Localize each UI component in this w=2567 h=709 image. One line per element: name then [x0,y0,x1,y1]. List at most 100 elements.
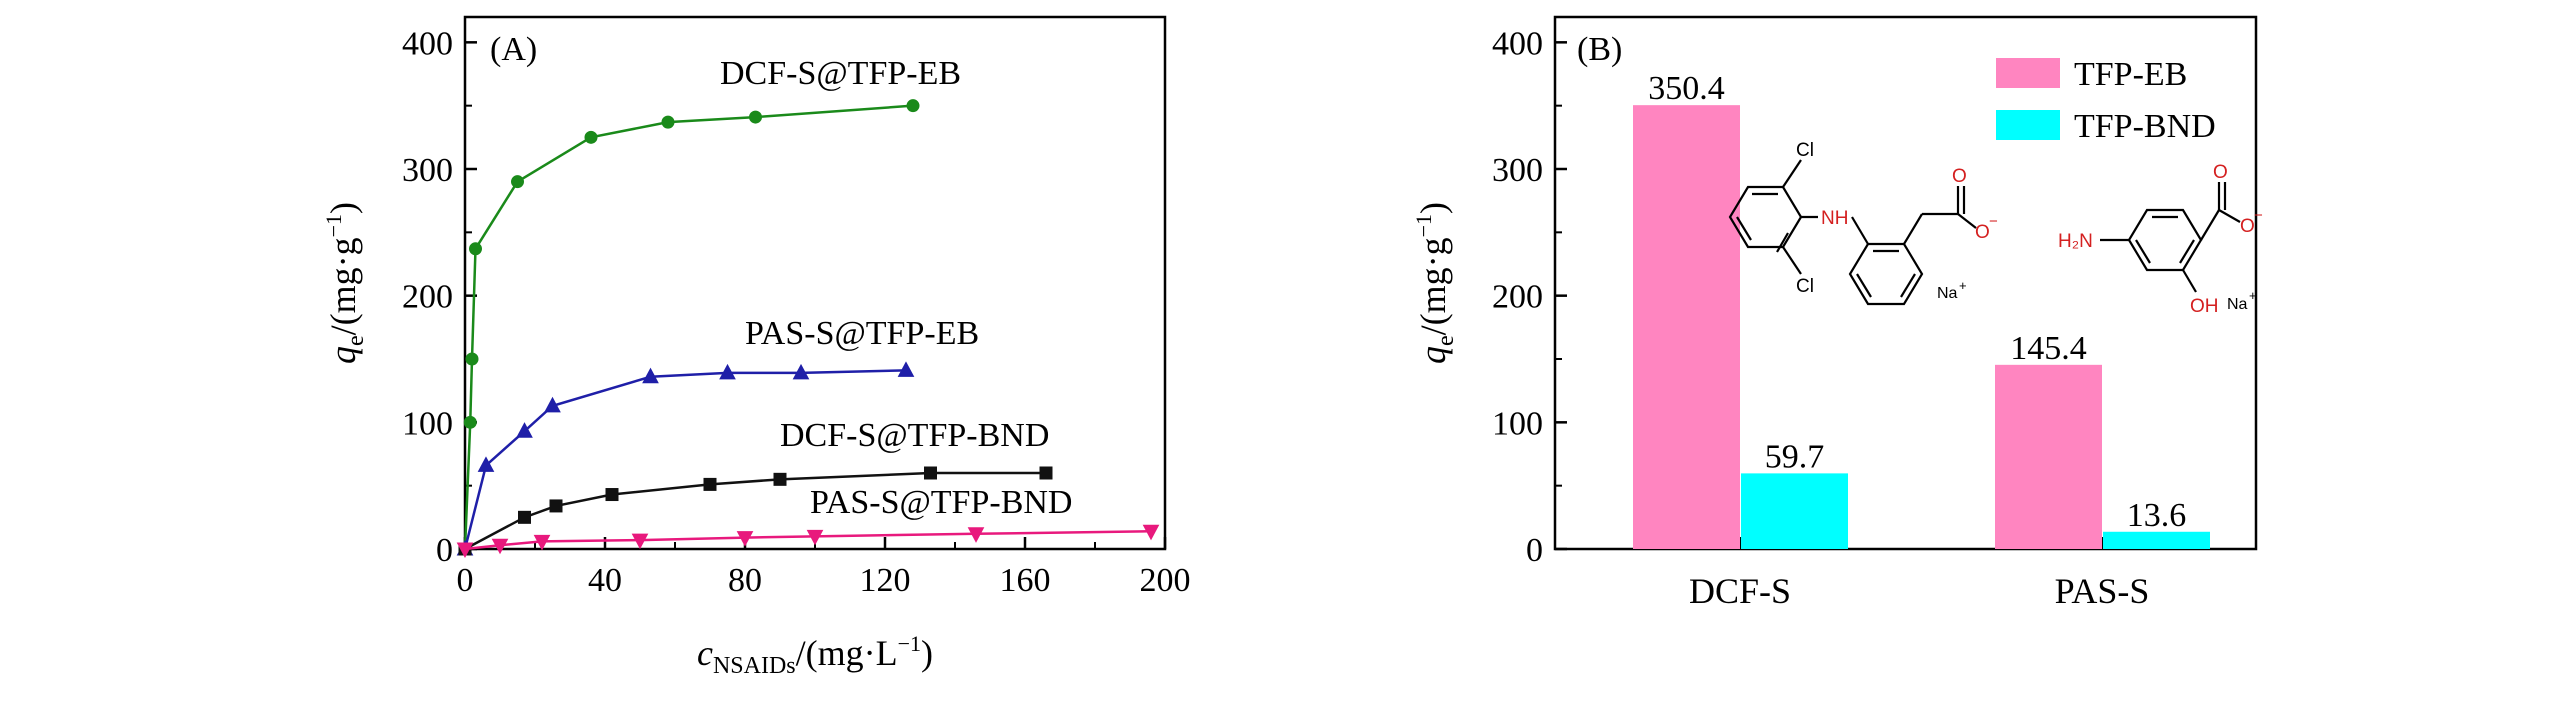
data-point-pas-s-tfp-bnd [533,534,551,551]
dcf-ring-right [1848,242,1924,306]
data-point-pas-s-tfp-eb [516,422,533,438]
dcf-ring-right-double2 [1856,273,1872,298]
pas-bond-c-o-single [2218,209,2241,223]
bar-tfp-bnd-dcf-s [1741,473,1848,549]
dcf-bond-cl-top [1782,159,1802,188]
diclofenac-sodium-structure [1728,159,1977,306]
category-label-pas-s: PAS-S [2055,571,2150,611]
series-line-pas-s-tfp-bnd [464,530,1152,551]
bar-tfp-bnd-pas-s [2103,531,2210,549]
data-point-dcf-s-tfp-bnd [773,472,787,486]
data-point-pas-s-tfp-bnd [456,542,474,559]
pas-atom-o-double: O [2213,162,2228,183]
panel-a-x-tick-label: 160 [1000,562,1051,599]
dcf-atom-nh: NH [1821,208,1848,229]
dcf-atom-o-double: O [1952,166,1967,187]
data-point-dcf-s-tfp-eb [463,415,477,429]
panel-b-y-tick-label: 300 [1492,152,1543,189]
pas-ring-double2 [2135,239,2151,264]
panel-b-y-tick-label: 400 [1492,25,1543,62]
dcf-ring-left [1728,185,1803,249]
series-label-dcf-s-tfp-eb: DCF-S@TFP-EB [720,55,961,92]
data-point-pas-s-tfp-eb [719,363,736,380]
panel-a-y-tick-label: 400 [402,25,453,62]
data-point-dcf-s-tfp-bnd [1039,466,1053,480]
series-dcf-s-tfp-eb [463,99,920,550]
pas-atom-charge-plus: + [2249,288,2257,303]
pas-ring [2127,208,2203,272]
data-point-pas-s-tfp-bnd [806,529,824,546]
legend-label-tfp-eb: TFP-EB [2074,56,2187,93]
bar-tfp-eb-pas-s [1995,364,2102,549]
panel-a-x-axis-label: cNSAIDs/(mg·L−1) [697,631,933,679]
pas-bond-oh [2182,269,2197,293]
dcf-bond-c-o-single [1957,213,1977,229]
panel-a-series [456,99,1160,559]
panel-a-y-tick-label: 100 [402,405,453,442]
panel-b-y-tick-label: 100 [1492,405,1543,442]
value-label-tfp-eb-dcf-s: 350.4 [1648,70,1725,107]
data-point-pas-s-tfp-eb [897,361,915,377]
panel-b-plot-frame [1553,15,2258,551]
panel-b-value-labels: 350.4 59.7 145.4 13.6 [1648,70,2186,534]
dcf-atom-o-minus: O [1975,222,1990,243]
panel-b-label: (B) [1577,31,1622,68]
data-point-pas-s-tfp-bnd [491,538,509,555]
pas-bond-c-carboxyl [2200,209,2220,241]
data-point-pas-s-tfp-bnd [736,531,754,547]
panel-a-axis-ticks [463,41,1167,551]
panel-a-y-tick-label: 0 [436,532,453,569]
panel-b-y-tick-label: 200 [1492,279,1543,316]
panel-b-bar-chart: 0 100 200 300 400 350.4 59.7 145.4 13.6 DCF-S PA… [1411,15,2263,611]
data-point-pas-s-tfp-bnd [631,533,649,550]
series-pas-s-tfp-eb [456,361,915,556]
dcf-bond-nh-c [1851,216,1869,245]
data-point-dcf-s-tfp-eb [661,115,675,129]
pas-atom-charge-minus: − [2254,207,2263,224]
pas-atom-oh: OH [2190,296,2219,317]
series-label-pas-s-tfp-bnd: PAS-S@TFP-BND [810,484,1073,521]
value-label-tfp-bnd-dcf-s: 59.7 [1765,438,1825,475]
data-point-dcf-s-tfp-eb [749,110,762,124]
dcf-atom-charge-plus: + [1959,278,1967,293]
panel-a-x-tick-label: 0 [457,562,474,599]
panel-b-category-labels: DCF-S PAS-S [1689,571,2149,611]
panel-a-x-tick-label: 40 [588,562,622,599]
panel-a-label: (A) [490,31,537,68]
series-label-dcf-s-tfp-bnd: DCF-S@TFP-BND [780,417,1049,454]
dcf-bond-cl-bottom [1782,246,1802,275]
value-label-tfp-eb-pas-s: 145.4 [2010,330,2087,367]
legend-swatch-tfp-eb [1996,58,2060,88]
panel-a-tick-labels: 0 40 80 120 160 200 0 100 200 300 400 [402,25,1191,599]
panel-a-y-axis-label: qe/(mg·g−1) [321,202,369,364]
panel-b-y-axis-label: qe/(mg·g−1) [1411,202,1459,364]
legend-label-tfp-bnd: TFP-BND [2074,108,2216,145]
dcf-ring-left-double3 [1736,216,1752,241]
data-point-dcf-s-tfp-bnd [605,488,619,502]
data-point-pas-s-tfp-eb [642,367,659,384]
dcf-atom-cl-bottom: Cl [1796,276,1814,297]
panel-b-bars [1633,105,2210,549]
legend-swatch-tfp-bnd [1996,110,2060,140]
data-point-dcf-s-tfp-bnd [549,499,563,513]
data-point-dcf-s-tfp-eb [465,352,479,366]
data-point-dcf-s-tfp-bnd [703,477,717,491]
panel-a-x-tick-label: 200 [1140,562,1191,599]
panel-a-series-labels: DCF-S@TFP-EB PAS-S@TFP-EB DCF-S@TFP-BND PAS… [720,55,1073,521]
dcf-atom-na: Na [1937,285,1958,302]
aminosalicylate-sodium-structure [2100,182,2241,293]
data-point-dcf-s-tfp-eb [469,242,482,256]
diclofenac-atom-labels: Cl NH Cl O O − Na + [1796,140,1998,302]
data-point-dcf-s-tfp-bnd [518,510,531,524]
data-point-dcf-s-tfp-eb [584,130,598,144]
pas-atom-na: Na [2227,296,2248,313]
pas-atom-h2n: H₂N [2058,231,2093,252]
value-label-tfp-bnd-pas-s: 13.6 [2127,497,2187,534]
data-point-dcf-s-tfp-bnd [924,466,937,480]
dcf-ring-right-double3 [1900,273,1916,298]
pas-atom-o-minus: O [2240,216,2255,237]
panel-a-y-tick-label: 300 [402,152,453,189]
data-point-pas-s-tfp-bnd [1142,524,1160,541]
data-point-pas-s-tfp-eb [477,456,495,472]
